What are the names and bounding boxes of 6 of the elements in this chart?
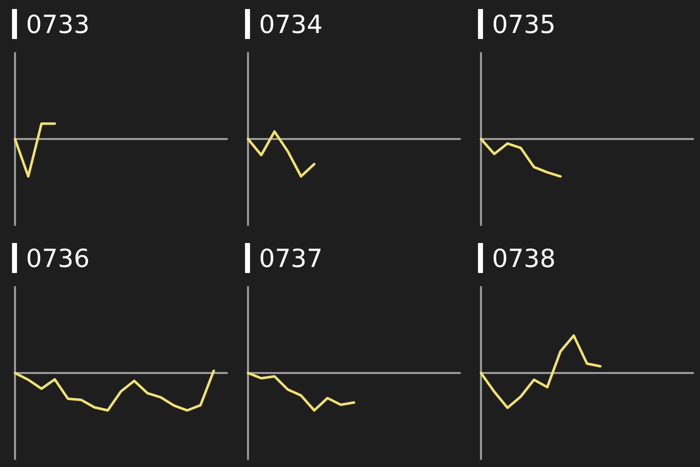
chart-title: 0733: [26, 10, 90, 38]
chart-title: 0738: [492, 244, 556, 272]
chart-title: 0737: [259, 244, 323, 272]
chart-title: 0735: [492, 10, 556, 38]
chart-title: 0736: [26, 244, 90, 272]
chart-title: 0734: [259, 10, 323, 38]
